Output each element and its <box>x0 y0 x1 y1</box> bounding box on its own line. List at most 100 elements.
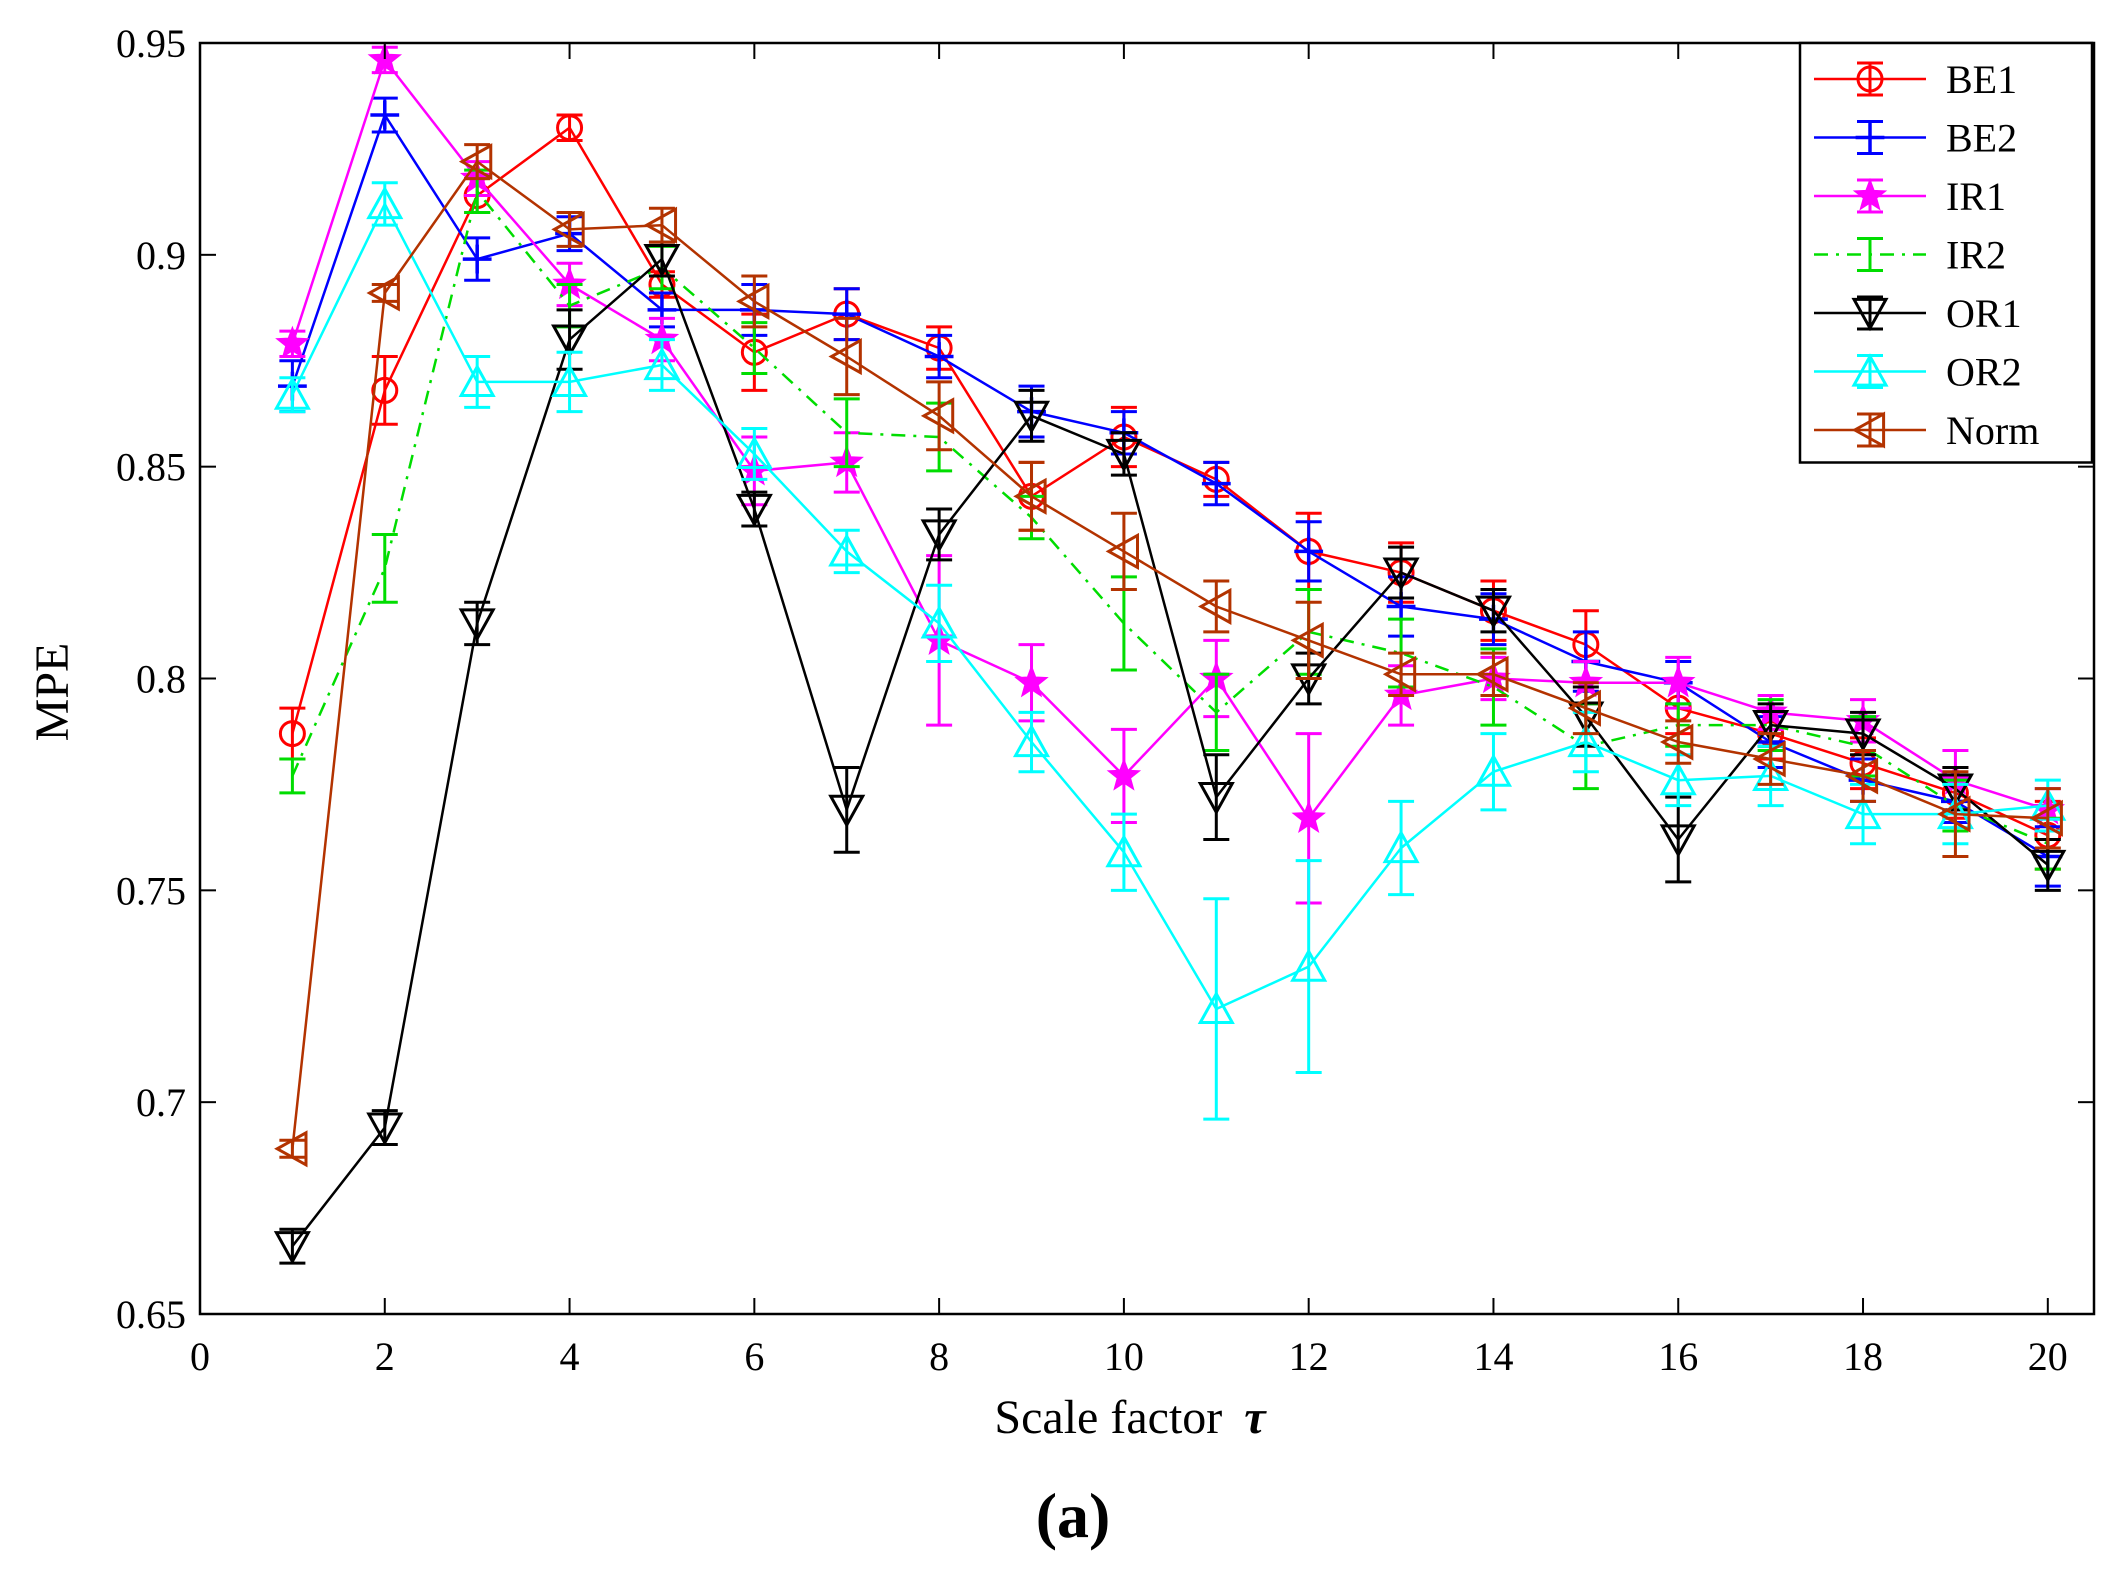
legend-label: BE1 <box>1946 57 2017 102</box>
legend-box <box>1798 41 2094 464</box>
data-point <box>1105 532 1140 570</box>
data-point <box>1851 353 1889 387</box>
plot-background <box>200 43 2094 1314</box>
data-point <box>462 244 492 274</box>
y-tick-label: 0.85 <box>116 445 186 490</box>
panel-label: (a) <box>1036 1480 1111 1551</box>
data-point <box>920 397 955 435</box>
series-norm <box>274 143 2063 1168</box>
data-point <box>274 1130 308 1168</box>
data-point <box>1474 753 1513 787</box>
data-point <box>643 206 678 244</box>
x-tick-label: 6 <box>744 1334 764 1379</box>
data-point <box>735 435 773 470</box>
data-point <box>1201 469 1231 499</box>
legend-label: OR2 <box>1946 350 2022 395</box>
data-point <box>920 519 958 553</box>
series-group <box>273 41 2067 1265</box>
data-point <box>1851 297 1889 332</box>
data-point <box>551 324 589 358</box>
data-point <box>1844 795 1882 830</box>
series-or1 <box>273 240 2067 1265</box>
data-point <box>1294 537 1324 566</box>
series-line <box>291 190 2049 845</box>
data-point <box>1660 664 1696 698</box>
error-bar <box>371 532 398 604</box>
error-bar <box>279 757 306 795</box>
x-tick-label: 4 <box>560 1334 580 1379</box>
data-point <box>458 608 496 642</box>
data-point <box>1474 595 1513 630</box>
data-point <box>273 1231 311 1265</box>
data-point <box>920 605 958 639</box>
data-point <box>458 363 496 398</box>
data-point <box>1567 723 1605 758</box>
y-axis-title: MPE <box>26 643 79 742</box>
data-point <box>1852 177 1888 211</box>
error-bar <box>2034 787 2061 850</box>
data-point <box>735 493 773 528</box>
series-line <box>291 160 2048 1149</box>
plot-area <box>200 43 2094 1314</box>
data-point <box>1197 782 1235 816</box>
data-point <box>924 342 954 371</box>
data-point <box>1382 655 1417 693</box>
y-tick-label: 0.9 <box>136 233 186 278</box>
legend-label: BE2 <box>1946 116 2017 161</box>
data-point <box>1855 123 1885 152</box>
x-tick-label: 10 <box>1104 1334 1144 1379</box>
data-point <box>1105 833 1143 868</box>
data-point <box>1844 757 1879 795</box>
data-point <box>366 274 400 312</box>
legend-entry-ir1: IR1 <box>1814 174 2006 219</box>
data-point <box>828 337 862 376</box>
data-point <box>1567 689 1601 727</box>
data-point <box>1012 400 1051 435</box>
y-tick-label: 0.75 <box>116 868 186 913</box>
x-tick-label: 8 <box>929 1334 949 1379</box>
data-point <box>828 794 866 829</box>
data-point <box>370 100 400 130</box>
error-bar <box>833 397 860 469</box>
x-tick-label: 2 <box>375 1334 395 1379</box>
y-tick-label: 0.95 <box>116 21 186 66</box>
series-line <box>291 113 2049 858</box>
legend-entry-or2: OR2 <box>1814 350 2022 395</box>
data-point <box>1475 655 1509 693</box>
data-point <box>1197 990 1235 1025</box>
data-point <box>371 376 399 404</box>
y-tick-label: 0.8 <box>136 657 186 702</box>
data-point <box>273 376 311 410</box>
data-point <box>275 325 310 359</box>
data-point <box>1752 757 1790 792</box>
legend-entry-ir2: IR2 <box>1814 233 2006 278</box>
data-point <box>366 1112 404 1146</box>
data-point <box>556 114 584 142</box>
series-line <box>291 202 2048 1011</box>
data-point <box>366 185 404 220</box>
x-tick-label: 16 <box>1658 1334 1698 1379</box>
data-point <box>1105 438 1143 473</box>
legend-entry-or1: OR1 <box>1814 291 2022 336</box>
data-point <box>551 363 589 398</box>
data-point <box>1013 477 1047 515</box>
x-tick-label: 12 <box>1289 1334 1329 1379</box>
y-tick-label: 0.65 <box>116 1292 186 1337</box>
x-tick-label: 0 <box>190 1334 210 1379</box>
legend-label: Norm <box>1946 408 2039 453</box>
y-tick-label: 0.7 <box>136 1080 186 1125</box>
data-point <box>643 346 681 381</box>
data-point <box>1291 800 1326 834</box>
data-point <box>1752 710 1790 744</box>
legend-label: IR2 <box>1946 233 2006 278</box>
data-point <box>643 243 681 278</box>
data-point <box>1290 621 1324 659</box>
data-point <box>1659 824 1697 858</box>
data-point <box>458 143 493 181</box>
data-point <box>2029 799 2063 837</box>
data-point <box>1198 587 1232 626</box>
data-point <box>1290 948 1328 982</box>
legend-error-sample <box>1857 237 1883 272</box>
series-or2 <box>273 181 2067 1121</box>
